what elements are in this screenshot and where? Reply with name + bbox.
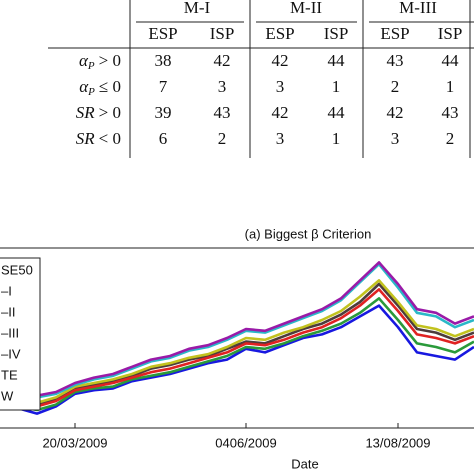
cell: 2 [446, 129, 455, 148]
cell: 44 [328, 51, 346, 70]
legend-entry: –IV [1, 346, 21, 361]
row-symbol: SR [76, 129, 96, 148]
group-header: M-I [184, 0, 211, 17]
sub-header: ISP [324, 24, 349, 43]
cell: 2 [218, 129, 227, 148]
row-relation: ≤ 0 [99, 77, 121, 96]
table-rules [48, 0, 474, 158]
cell: 3 [391, 129, 400, 148]
series-line [17, 262, 474, 403]
cell: 1 [332, 129, 341, 148]
row-relation: < 0 [99, 129, 121, 148]
legend-box [0, 257, 41, 411]
cell: 1 [332, 77, 341, 96]
cell: 42 [272, 103, 289, 122]
row-relation: > 0 [99, 51, 121, 70]
cell: 38 [155, 51, 172, 70]
row-label: αP > 0 [79, 51, 121, 72]
group-header: M-II [290, 0, 322, 17]
series-line [17, 297, 474, 412]
cell: 3 [218, 77, 227, 96]
sub-header: ISP [438, 24, 463, 43]
row-subscript: P [87, 86, 95, 98]
legend-entry: –III [1, 325, 19, 340]
legend-entry: –I [1, 283, 12, 298]
row-relation: > 0 [99, 103, 121, 122]
legend-entry: W [1, 388, 14, 403]
legend-entry: –II [1, 304, 15, 319]
x-tick-label: 0406/2009 [215, 435, 276, 450]
sub-header: ESP [380, 24, 409, 43]
cell: 42 [387, 103, 404, 122]
x-tick-label: 13/08/2009 [365, 435, 430, 450]
row-label: SR > 0 [76, 103, 121, 122]
cell: 43 [387, 51, 404, 70]
cell: 42 [214, 51, 231, 70]
sub-header: ESP [148, 24, 177, 43]
cell: 44 [328, 103, 346, 122]
cell: 44 [442, 51, 460, 70]
x-axis-label: Date [291, 456, 318, 471]
row-symbol: α [79, 51, 89, 70]
x-tick-label: 20/03/2009 [42, 435, 107, 450]
legend-entry: SE50 [1, 262, 33, 277]
sub-header: ESP [265, 24, 294, 43]
cell: 6 [159, 129, 168, 148]
row-subscript: P [87, 60, 95, 72]
cell: 43 [442, 103, 459, 122]
series-line [17, 282, 474, 406]
group-header: M-III [399, 0, 437, 17]
cell: 7 [159, 77, 168, 96]
row-symbol: α [79, 77, 89, 96]
series-line [18, 279, 474, 405]
row-symbol: SR [76, 103, 96, 122]
row-label: SR < 0 [76, 129, 121, 148]
plot-frame [0, 247, 474, 429]
series-line [17, 288, 474, 408]
cell: 43 [214, 103, 231, 122]
sub-header: ISP [210, 24, 235, 43]
cell: 1 [446, 77, 455, 96]
cell: 3 [276, 129, 285, 148]
cell: 39 [155, 103, 172, 122]
cell: 42 [272, 51, 289, 70]
cell: 2 [391, 77, 400, 96]
row-label: αP ≤ 0 [79, 77, 121, 98]
series-line [17, 304, 474, 415]
legend-entry: TE [1, 367, 18, 382]
series-line [17, 261, 474, 401]
cell: 3 [276, 77, 285, 96]
chart-title: (a) Biggest β Criterion [245, 226, 372, 241]
